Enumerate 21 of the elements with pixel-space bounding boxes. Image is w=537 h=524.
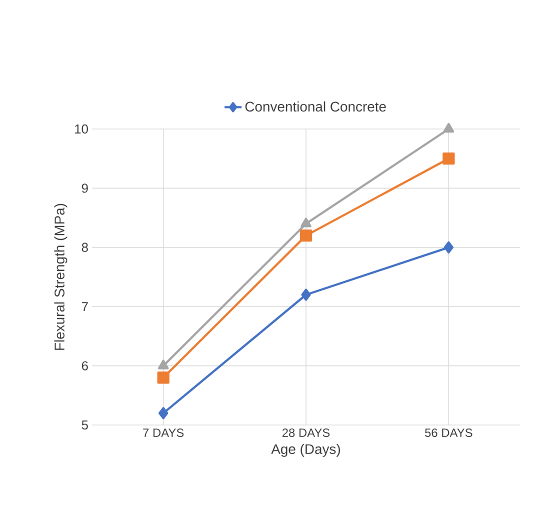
point <box>443 122 454 133</box>
point <box>158 407 168 420</box>
x-axis-title: Age (Days) <box>271 444 340 457</box>
y-tick-label: 10 <box>75 124 88 134</box>
x-tick-label: 28 DAYS <box>282 428 330 437</box>
y-tick-label: 9 <box>82 184 88 193</box>
y-tick-label: 8 <box>82 242 88 252</box>
x-tick-label: 7 DAYS <box>143 428 184 437</box>
point <box>301 288 311 301</box>
x-tick-label: 56 DAYS <box>425 428 472 437</box>
point <box>158 360 169 370</box>
point <box>442 152 455 165</box>
point <box>157 372 170 384</box>
point <box>444 241 454 254</box>
y-tick-label: 7 <box>82 302 88 312</box>
point <box>300 218 312 228</box>
y-axis-title: Flexural Strength (MPa) <box>54 204 68 350</box>
legend-label: Conventional Concrete <box>245 101 386 112</box>
y-tick-label: 5 <box>82 420 88 430</box>
y-tick-label: 6 <box>82 361 88 370</box>
point <box>300 229 312 242</box>
